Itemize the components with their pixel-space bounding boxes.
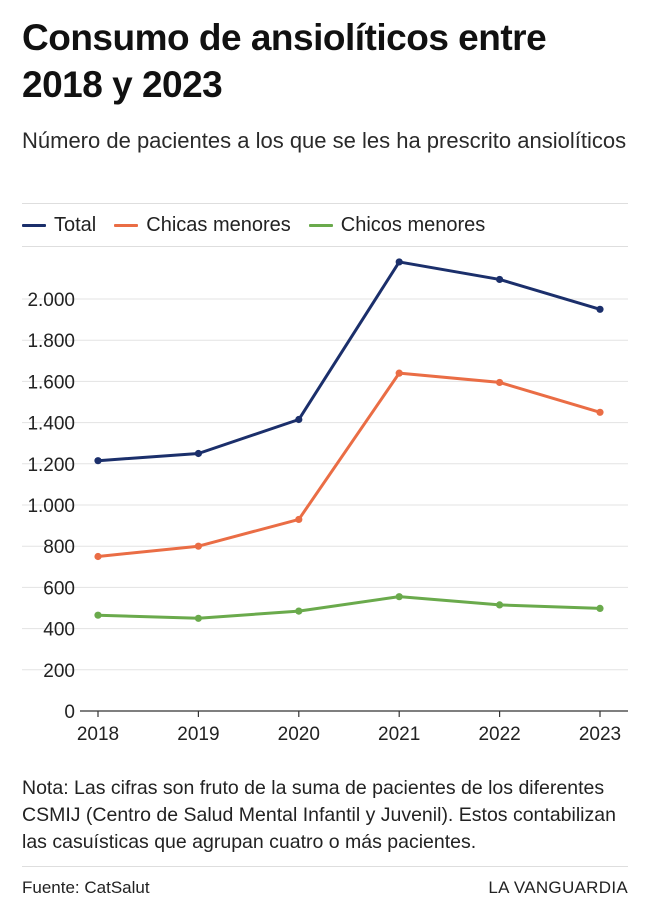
legend-item-total: Total: [22, 214, 96, 237]
x-tick-label: 2020: [278, 724, 320, 745]
data-point: [295, 415, 303, 424]
data-point: [596, 408, 604, 416]
series-line-chicos: [96, 595, 602, 620]
legend-swatch-chicas: [114, 223, 139, 227]
y-tick-label: 1.400: [27, 414, 75, 435]
legend-swatch-chicos: [308, 223, 333, 227]
x-tick-label: 2021: [378, 724, 420, 745]
data-point: [94, 552, 102, 561]
line-chart: 0 200 400 600 800 1.000 1.200 1.400 1.600 1.800 2.…: [22, 258, 628, 745]
series-line-chicas: [96, 371, 602, 558]
y-tick-label: 800: [43, 537, 75, 558]
data-point: [94, 611, 102, 619]
y-tick-label: 2.000: [27, 290, 75, 311]
chart-note: Nota: Las cifras son fruto de la suma de…: [22, 777, 616, 853]
chart-legend: Total Chicas menores Chicos menores: [22, 210, 503, 240]
y-tick-label: 200: [43, 661, 75, 682]
data-point: [94, 457, 102, 465]
y-tick-label: 1.000: [27, 496, 75, 517]
legend-swatch-total: [22, 223, 46, 227]
data-point: [295, 515, 303, 524]
data-point: [395, 258, 403, 266]
x-tick-label: 2022: [478, 724, 520, 745]
data-point: [395, 593, 403, 601]
data-point: [496, 275, 504, 284]
divider-top: [22, 203, 628, 204]
y-tick-label: 1.200: [27, 455, 75, 476]
divider-bottom: [22, 866, 628, 867]
data-point: [194, 449, 202, 458]
y-tick-label: 0: [64, 702, 75, 723]
legend-label-chicos: Chicos menores: [340, 213, 486, 236]
legend-item-chicos: Chicos menores: [308, 213, 486, 237]
data-point: [295, 607, 303, 615]
legend-label-total: Total: [54, 213, 97, 236]
data-point: [496, 378, 504, 387]
legend-label-chicas: Chicas menores: [146, 213, 291, 236]
data-point: [194, 614, 202, 622]
data-point: [395, 369, 403, 377]
x-tick-label: 2018: [77, 724, 119, 745]
divider-legend: [22, 246, 628, 247]
y-tick-label: 400: [43, 620, 75, 641]
source-credit: Fuente: CatSalut: [22, 878, 150, 897]
data-point: [596, 604, 604, 613]
chart-title: Consumo de ansiolíticos entre 2018 y 202…: [22, 17, 547, 105]
series-line-total: [96, 260, 602, 463]
data-point: [496, 601, 504, 609]
x-tick-label: 2023: [579, 724, 621, 745]
x-tick-label: 2019: [177, 724, 219, 745]
y-tick-label: 1.600: [27, 372, 75, 393]
data-point: [596, 305, 604, 313]
y-tick-label: 600: [43, 578, 75, 599]
y-tick-label: 1.800: [27, 331, 75, 352]
legend-item-chicas: Chicas menores: [114, 214, 291, 237]
brand-logo: LA VANGUARDIA: [488, 878, 628, 897]
data-point: [194, 542, 202, 550]
chart-subtitle: Número de pacientes a los que se les ha …: [22, 128, 627, 153]
